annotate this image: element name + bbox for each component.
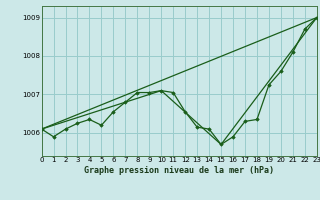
- X-axis label: Graphe pression niveau de la mer (hPa): Graphe pression niveau de la mer (hPa): [84, 166, 274, 175]
